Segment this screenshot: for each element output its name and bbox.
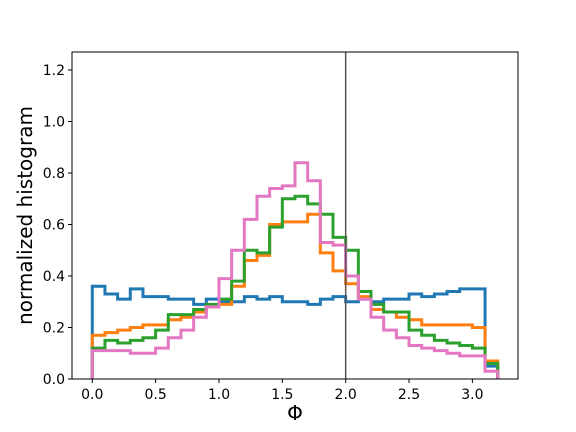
x-tick-label: 0.0 (81, 387, 103, 403)
series-line-3 (90, 194, 500, 379)
plot-frame (71, 51, 519, 380)
x-tick-label: 0.5 (144, 387, 166, 403)
x-axis-label: Φ (287, 401, 303, 425)
x-tick-label: 2.5 (398, 387, 420, 403)
y-tick-label: 0.2 (43, 321, 65, 337)
x-tick-label: 1.0 (208, 387, 230, 403)
series-line-4 (90, 161, 500, 379)
y-tick-label: 1.2 (43, 63, 65, 79)
x-tick-label: 2.0 (335, 387, 357, 403)
x-axis-ticks: 0.0 0.5 1.0 1.5 2.0 2.5 3.0 (81, 379, 484, 403)
series-line-1 (90, 284, 500, 379)
y-tick-label: 0.8 (43, 166, 65, 182)
y-tick-label: 0.6 (43, 218, 65, 234)
y-axis-label: normalized histogram (13, 106, 37, 325)
y-tick-label: 0.4 (43, 269, 65, 285)
y-axis-ticks: 0.0 0.2 0.4 0.6 0.8 1.0 1.2 (43, 63, 72, 388)
x-tick-label: 3.0 (461, 387, 483, 403)
y-tick-label: 0.0 (43, 372, 65, 388)
y-tick-label: 1.0 (43, 115, 65, 131)
x-tick-label: 1.5 (271, 387, 293, 403)
series-lines (90, 161, 500, 379)
